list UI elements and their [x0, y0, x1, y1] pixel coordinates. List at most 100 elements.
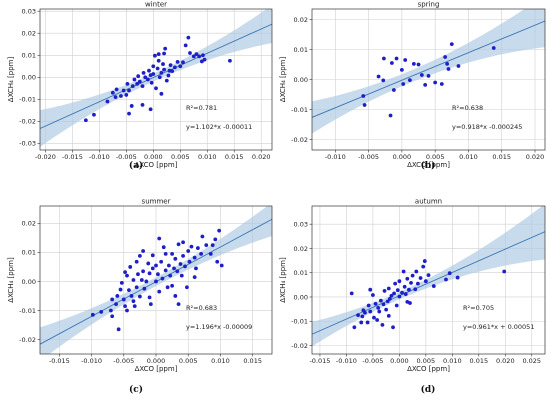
data-point: [181, 60, 185, 65]
data-point: [150, 266, 155, 271]
data-point: [136, 272, 140, 277]
x-tick-label: 0.015: [243, 357, 262, 365]
data-point: [356, 313, 360, 318]
y-tick-label: -0.02: [19, 336, 36, 344]
x-tick-label: 0.010: [459, 153, 478, 161]
data-point: [156, 272, 160, 277]
data-point: [154, 263, 158, 268]
data-point: [397, 279, 402, 284]
data-point: [413, 287, 418, 292]
data-point: [186, 35, 191, 40]
y-tick-label: 0.00: [294, 293, 308, 301]
data-point: [491, 46, 496, 50]
data-point: [381, 302, 386, 307]
data-point: [392, 291, 396, 296]
data-point: [382, 56, 386, 61]
data-point: [163, 251, 168, 256]
data-point: [166, 73, 171, 78]
data-point: [186, 249, 191, 253]
x-tick-label: 0.005: [179, 357, 198, 365]
y-tick-label: -0.02: [19, 118, 36, 126]
data-point: [132, 77, 137, 82]
x-tick-label: -0.015: [49, 357, 70, 365]
x-tick-label: -0.005: [116, 153, 137, 161]
data-point: [422, 259, 427, 263]
data-point: [378, 298, 383, 303]
data-point: [110, 314, 115, 319]
y-tick-label: -0.01: [19, 307, 36, 315]
data-point: [127, 288, 131, 293]
y-tick-label: -0.02: [291, 136, 308, 144]
data-point: [119, 281, 124, 285]
fit-equation-annotation: y=1.196*x -0.00009: [186, 323, 252, 331]
x-tick-label: -0.015: [62, 153, 83, 161]
data-point: [153, 53, 157, 58]
data-point: [414, 269, 419, 274]
y-axis-label: ΔXCH₄ [ppm]: [279, 257, 287, 303]
data-point: [403, 292, 408, 296]
fit-equation-annotation: y=0.918*x -0.000245: [452, 123, 522, 131]
data-point: [204, 243, 209, 248]
data-point: [411, 62, 416, 66]
y-tick-label: -0.01: [291, 106, 308, 114]
data-point: [445, 62, 450, 66]
data-point: [423, 83, 428, 87]
x-tick-label: 0.000: [390, 357, 409, 365]
data-point: [83, 118, 88, 123]
data-point: [131, 278, 136, 282]
data-point: [217, 228, 222, 233]
data-point: [179, 273, 184, 278]
data-point: [166, 263, 171, 268]
y-tick-label: 0.02: [294, 16, 308, 24]
data-point: [201, 53, 205, 58]
data-point: [410, 273, 415, 278]
data-point: [134, 285, 139, 290]
data-point: [163, 46, 168, 51]
plot-frame: [39, 8, 273, 151]
data-point: [154, 86, 158, 91]
data-point: [183, 264, 187, 269]
data-point: [124, 93, 129, 97]
y-tick-label: 0.00: [22, 74, 36, 82]
data-point: [172, 65, 177, 70]
data-point: [401, 82, 406, 86]
data-point: [371, 293, 375, 297]
y-tick-label: 0.03: [22, 8, 36, 16]
data-point: [136, 74, 141, 79]
data-point: [391, 325, 395, 330]
data-point: [446, 67, 451, 71]
data-point: [155, 66, 160, 71]
data-point: [195, 246, 200, 250]
data-point: [388, 113, 393, 118]
data-point: [137, 79, 142, 84]
data-point: [127, 111, 131, 116]
x-tick-label: 0.025: [522, 357, 541, 365]
data-point: [161, 245, 166, 250]
data-point: [164, 78, 169, 83]
data-point: [397, 294, 402, 299]
y-tick-label: -0.02: [291, 342, 308, 350]
data-point: [189, 244, 194, 249]
fit-equation-annotation: y=0.961*x + 0.00051: [463, 323, 534, 331]
data-point: [151, 64, 156, 69]
data-point: [183, 43, 188, 48]
data-point: [395, 288, 400, 293]
panel-title: autumn: [415, 198, 442, 206]
data-point: [400, 290, 404, 295]
data-point: [194, 266, 198, 271]
data-point: [368, 287, 373, 292]
x-tick-label: 0.020: [496, 357, 515, 365]
data-point: [129, 104, 134, 108]
data-point: [407, 78, 412, 82]
data-point: [361, 308, 366, 313]
data-point: [349, 291, 354, 296]
data-point: [391, 88, 396, 92]
data-point: [394, 56, 399, 61]
data-point: [114, 87, 119, 92]
x-tick-label: -0.005: [358, 153, 379, 161]
y-tick-label: 0.01: [22, 52, 36, 60]
data-point: [365, 320, 370, 325]
data-point: [449, 42, 454, 46]
data-point: [208, 251, 213, 256]
y-tick-label: 0.02: [294, 245, 308, 253]
